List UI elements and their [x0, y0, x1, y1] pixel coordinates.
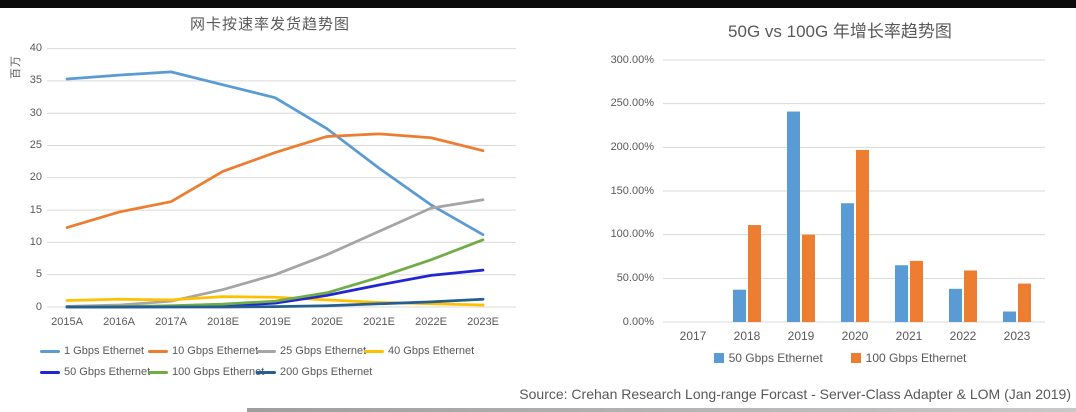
xtick-label: 2023E [467, 316, 499, 328]
ytick-label: 200.00% [610, 140, 654, 153]
xtick-label: 2017A [155, 316, 187, 328]
ytick-label: 25 [29, 139, 42, 151]
xtick-label: 2021E [363, 316, 395, 328]
legend-item-label: 25 Gbps Ethernet [280, 345, 367, 357]
legend-swatch-25-gbps-ethernet [256, 349, 276, 353]
bar-chart-title: 50G vs 100G 年增长率趋势图 [728, 22, 952, 41]
legend-item: 50 Gbps Ethernet [713, 351, 823, 365]
bar-100-gbps-ethernet [910, 260, 923, 322]
line-chart-legend-row-1: 1 Gbps Ethernet 10 Gbps Ethernet 25 Gbps E… [40, 345, 475, 357]
legend-swatch-50-gbps-ethernet [40, 370, 60, 374]
xtick-label: 2019 [787, 329, 815, 343]
ytick-label: 20 [29, 171, 42, 184]
legend-swatch-40-gbps-ethernet [364, 349, 384, 353]
source-note: Source: Crehan Research Long-range Forca… [519, 386, 1071, 402]
xtick-label: 2021 [895, 329, 923, 343]
series-line-50-gbps-ethernet [65, 268, 485, 309]
legend-swatch-50-gbps-ethernet [713, 353, 724, 363]
ytick-label: 300.00% [610, 53, 654, 66]
line-chart-title: 网卡按速率发货趋势图 [189, 16, 350, 33]
legend-item-label: 50 Gbps Ethernet [64, 366, 151, 378]
legend-swatch-100-gbps-ethernet [148, 370, 168, 374]
bar-100-gbps-ethernet [748, 225, 761, 322]
ytick-label: 150.00% [610, 184, 654, 197]
legend-item: 100 Gbps Ethernet [850, 351, 967, 365]
bar-100-gbps-ethernet [964, 270, 977, 322]
xtick-label: 2020 [841, 329, 869, 343]
legend-item: 40 Gbps Ethernet [364, 345, 475, 357]
series-line-1-gbps-ethernet [65, 70, 485, 237]
xtick-label: 2022 [949, 329, 977, 343]
legend-item: 50 Gbps Ethernet [40, 366, 151, 378]
legend-item-label: 10 Gbps Ethernet [172, 345, 259, 357]
ytick-label: 40 [29, 42, 42, 55]
bottom-gray-strip [247, 408, 1076, 412]
series-line-40-gbps-ethernet [65, 295, 485, 307]
bar-50-gbps-ethernet [1003, 311, 1016, 322]
xtick-label: 2023 [1003, 329, 1031, 343]
series-line-200-gbps-ethernet [65, 297, 485, 309]
xtick-label: 2018E [207, 316, 239, 328]
xtick-label: 2015A [51, 316, 83, 328]
legend-item-label: 40 Gbps Ethernet [388, 345, 475, 357]
bar-50-gbps-ethernet [895, 265, 908, 322]
xtick-label: 2017 [679, 329, 707, 343]
bar-50-gbps-ethernet [841, 203, 854, 322]
series-line-10-gbps-ethernet [65, 132, 485, 229]
legend-swatch-1-gbps-ethernet [40, 349, 60, 353]
ytick-label: 30 [29, 106, 42, 119]
legend-item: 200 Gbps Ethernet [256, 366, 372, 378]
ytick-label: 0 [35, 300, 42, 313]
series-line-25-gbps-ethernet [65, 198, 485, 308]
legend-item-label: 50 Gbps Ethernet [728, 351, 823, 365]
ytick-label: 35 [29, 74, 42, 87]
legend-item: 1 Gbps Ethernet [40, 345, 148, 357]
legend-item-label: 100 Gbps Ethernet [172, 366, 265, 378]
ytick-label: 5 [35, 268, 42, 281]
legend-item: 100 Gbps Ethernet [148, 366, 264, 378]
legend-item-label: 100 Gbps Ethernet [865, 351, 967, 365]
legend-swatch-100-gbps-ethernet [850, 353, 861, 363]
xtick-label: 2019E [259, 316, 291, 328]
bar-100-gbps-ethernet [802, 234, 815, 322]
legend-item-label: 1 Gbps Ethernet [64, 345, 145, 357]
bar-50-gbps-ethernet [787, 111, 800, 322]
bar-chart-legend: 50 Gbps Ethernet 100 Gbps Ethernet [620, 351, 1060, 365]
ytick-label: 250.00% [610, 97, 654, 110]
ytick-label: 15 [29, 203, 42, 216]
ytick-label: 10 [29, 235, 42, 248]
top-black-strip [0, 0, 1076, 8]
bar-50-gbps-ethernet [733, 289, 746, 322]
legend-swatch-200-gbps-ethernet [256, 370, 276, 374]
xtick-label: 2016A [103, 316, 135, 328]
xtick-label: 2020E [311, 316, 343, 328]
ytick-label: 0.00% [622, 315, 654, 328]
series-line-100-gbps-ethernet [65, 238, 485, 309]
bar-50-gbps-ethernet [949, 288, 962, 322]
xtick-label: 2018 [733, 329, 761, 343]
line-chart-legend-row-2: 50 Gbps Ethernet 100 Gbps Ethernet 200 Gbp… [40, 366, 372, 378]
legend-swatch-10-gbps-ethernet [148, 349, 168, 353]
bar-100-gbps-ethernet [1018, 283, 1031, 322]
legend-item: 10 Gbps Ethernet [148, 345, 259, 357]
bar-100-gbps-ethernet [856, 149, 869, 322]
legend-item: 25 Gbps Ethernet [256, 345, 367, 357]
legend-item-label: 200 Gbps Ethernet [280, 366, 373, 378]
xtick-label: 2022E [415, 316, 447, 328]
ytick-label: 100.00% [610, 228, 654, 241]
ytick-label: 50.00% [616, 271, 654, 284]
